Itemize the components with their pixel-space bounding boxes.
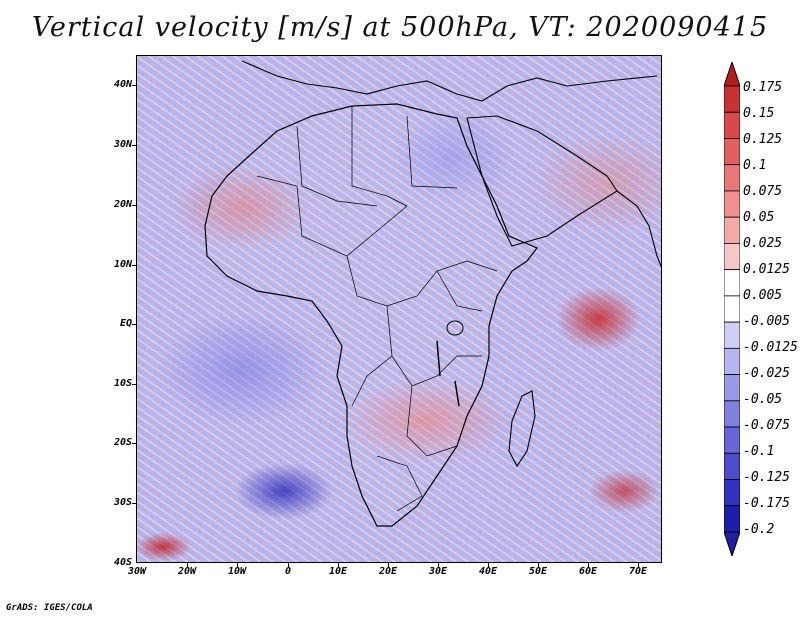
lon-tick: [338, 563, 339, 567]
colorbar-segment: [724, 505, 740, 533]
colorbar-label: -0.075: [743, 418, 790, 433]
lon-tick: [388, 563, 389, 567]
lat-label-30n: 30N: [113, 139, 132, 150]
colorbar-label: 0.175: [743, 80, 783, 95]
colorbar-segment: [724, 479, 740, 507]
madagascar-outline: [508, 390, 536, 468]
lake-tanganyika: [436, 340, 441, 377]
country-borders: [256, 106, 498, 512]
colorbar-top-arrow: [724, 62, 740, 87]
europe-coastline: [241, 60, 658, 102]
colorbar-segment: [724, 216, 740, 244]
lon-label-20w: 20W: [177, 566, 197, 577]
lat-tick: [132, 265, 136, 266]
lon-label-40e: 40E: [478, 566, 498, 577]
colorbar-label: -0.125: [743, 470, 790, 485]
colorbar-label: -0.025: [743, 366, 790, 381]
lon-label-30e: 30E: [428, 566, 448, 577]
colorbar-label: -0.005: [743, 314, 790, 329]
lat-tick: [132, 85, 136, 86]
lat-label-40s: 40S: [113, 557, 132, 568]
colorbar-label: -0.05: [743, 392, 783, 407]
map-title: Vertical velocity [m/s] at 500hPa, VT: 2…: [31, 12, 769, 43]
lat-label-30s: 30S: [113, 497, 132, 508]
colorbar-segment: [724, 347, 740, 375]
arabian-peninsula-outline: [466, 115, 618, 247]
lat-tick: [132, 384, 136, 385]
colorbar-segment: [724, 269, 740, 297]
colorbar-segment: [724, 295, 740, 323]
colorbar-segment: [724, 426, 740, 454]
colorbar-label: -0.175: [743, 496, 790, 511]
colorbar-label: 0.025: [743, 236, 783, 251]
lat-tick: [132, 324, 136, 325]
lon-tick: [438, 563, 439, 567]
colorbar-segment: [724, 138, 740, 166]
india-coastline: [616, 190, 661, 268]
lon-tick: [538, 563, 539, 567]
lat-tick: [132, 503, 136, 504]
lat-tick: [132, 205, 136, 206]
lat-label-10n: 10N: [113, 259, 132, 270]
grads-credit: GrADS: IGES/COLA: [6, 603, 93, 613]
colorbar-segment: [724, 243, 740, 271]
lat-label-20s: 20S: [113, 437, 132, 448]
lon-label-0: 0: [284, 566, 292, 577]
colorbar-bottom-arrow: [724, 531, 740, 556]
lon-tick: [187, 563, 188, 567]
colorbar-graphic: [724, 62, 740, 556]
lon-label-20e: 20E: [378, 566, 398, 577]
lon-label-10w: 10W: [227, 566, 247, 577]
colorbar-label: 0.125: [743, 132, 783, 147]
lat-label-20n: 20N: [113, 199, 132, 210]
lon-label-60e: 60E: [578, 566, 598, 577]
colorbar-segment: [724, 374, 740, 402]
lon-tick: [488, 563, 489, 567]
lon-label-10e: 10E: [328, 566, 348, 577]
lon-label-30w: 30W: [127, 566, 147, 577]
lon-tick: [588, 563, 589, 567]
colorbar-segment: [724, 452, 740, 480]
lon-label-70e: 70E: [628, 566, 648, 577]
colorbar-segment: [724, 321, 740, 349]
lon-tick: [237, 563, 238, 567]
colorbar-label: -0.0125: [743, 340, 798, 355]
colorbar-segment: [724, 111, 740, 139]
colorbar-label: 0.075: [743, 184, 783, 199]
lat-tick: [132, 443, 136, 444]
lake-victoria: [446, 320, 464, 336]
lat-label-eq: EQ: [119, 318, 132, 329]
colorbar-label: 0.0125: [743, 262, 790, 277]
lat-tick: [132, 145, 136, 146]
lon-tick: [288, 563, 289, 567]
colorbar-label: 0.15: [743, 106, 775, 121]
colorbar-segment: [724, 85, 740, 113]
colorbar-segment: [724, 400, 740, 428]
lat-label-10s: 10S: [113, 378, 132, 389]
lat-label-40n: 40N: [113, 79, 132, 90]
africa-coastline-overlay: [204, 60, 661, 527]
colorbar-label: -0.1: [743, 444, 775, 459]
lon-label-50e: 50E: [528, 566, 548, 577]
colorbar-segment: [724, 164, 740, 192]
colorbar-label: -0.2: [743, 522, 775, 537]
vertical-velocity-map: [136, 55, 662, 563]
colorbar-segment: [724, 190, 740, 218]
colorbar-label: 0.1: [743, 158, 767, 173]
lake-malawi: [454, 380, 460, 407]
colorbar-label: 0.05: [743, 210, 775, 225]
lon-tick: [638, 563, 639, 567]
africa-continent-outline: [204, 103, 538, 527]
colorbar-label: 0.005: [743, 288, 783, 303]
colorbar: [724, 62, 740, 556]
